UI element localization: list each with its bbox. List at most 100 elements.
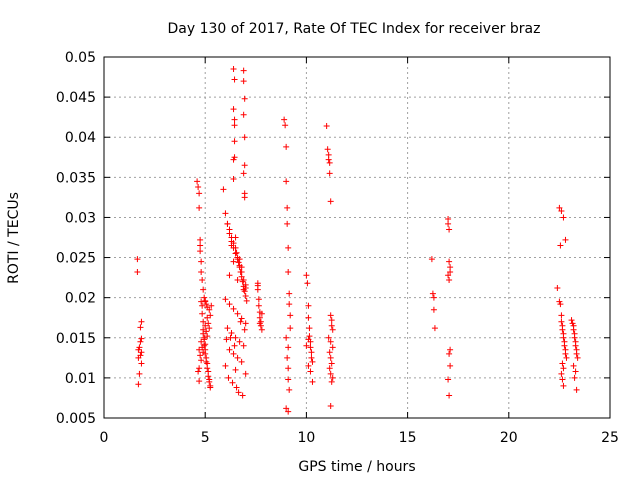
data-point: [238, 315, 245, 322]
data-point: [134, 256, 141, 263]
data-point: [557, 301, 564, 308]
data-point: [236, 256, 243, 263]
data-point: [447, 346, 454, 353]
data-point: [196, 346, 203, 353]
data-point: [326, 159, 333, 166]
data-point: [562, 350, 569, 357]
data-point: [554, 285, 561, 292]
data-point: [206, 378, 213, 385]
data-point: [200, 349, 207, 356]
data-point: [306, 333, 313, 340]
data-point: [224, 220, 231, 227]
data-point: [220, 186, 227, 193]
data-point: [200, 318, 207, 325]
data-point: [446, 277, 453, 284]
data-point: [303, 342, 310, 349]
data-point: [226, 272, 233, 279]
data-point: [197, 352, 204, 359]
data-point: [285, 408, 292, 415]
data-point: [283, 405, 290, 412]
data-point: [308, 349, 315, 356]
data-point: [447, 268, 454, 275]
data-point: [556, 204, 563, 211]
data-point: [136, 344, 143, 351]
data-point: [255, 302, 262, 309]
data-point: [239, 278, 246, 285]
data-point: [446, 226, 453, 233]
data-point: [134, 268, 141, 275]
data-point: [235, 259, 242, 266]
data-point: [201, 336, 208, 343]
data-point: [327, 354, 334, 361]
data-point: [323, 122, 330, 129]
data-point: [207, 312, 214, 319]
data-point: [196, 204, 203, 211]
data-point: [242, 320, 249, 327]
data-point: [232, 234, 239, 241]
data-point: [137, 324, 144, 331]
data-point: [202, 297, 209, 304]
data-point: [325, 156, 332, 163]
data-point: [231, 116, 238, 123]
data-point: [572, 342, 579, 349]
data-point: [568, 317, 575, 324]
data-point: [559, 360, 566, 367]
data-point: [570, 326, 577, 333]
data-point: [234, 277, 241, 284]
data-point: [328, 317, 335, 324]
x-tick-label: 25: [601, 430, 619, 446]
data-point: [203, 301, 210, 308]
data-point: [196, 190, 203, 197]
y-tick-label: 0.035: [56, 170, 96, 186]
data-point: [231, 138, 238, 145]
data-point: [224, 325, 231, 332]
data-point: [285, 365, 292, 372]
data-point: [204, 304, 211, 311]
data-point: [222, 362, 229, 369]
data-point: [138, 335, 145, 342]
grid-lines: [104, 57, 610, 418]
data-point: [285, 344, 292, 351]
data-point: [560, 334, 567, 341]
data-point: [135, 381, 142, 388]
data-point: [136, 370, 143, 377]
data-point: [197, 248, 204, 255]
data-point: [232, 366, 239, 373]
data-point: [137, 338, 144, 345]
data-point: [326, 170, 333, 177]
data-point: [287, 312, 294, 319]
data-point: [309, 358, 316, 365]
data-point: [308, 354, 315, 361]
data-point: [286, 290, 293, 297]
x-tick-label: 5: [201, 430, 210, 446]
data-point: [230, 175, 237, 182]
data-point: [571, 334, 578, 341]
data-point: [240, 78, 247, 85]
x-axis-label: GPS time / hours: [298, 459, 415, 475]
data-point: [203, 328, 210, 335]
data-point: [281, 116, 288, 123]
y-axis-label: ROTI / TECUs: [6, 192, 22, 284]
data-point: [204, 314, 211, 321]
data-point: [207, 384, 214, 391]
data-point: [233, 384, 240, 391]
data-point: [241, 326, 248, 333]
data-point: [283, 334, 290, 341]
data-point: [329, 326, 336, 333]
data-point: [328, 322, 335, 329]
data-point: [202, 341, 209, 348]
plot-frame: [103, 56, 611, 419]
data-point: [198, 338, 205, 345]
data-point: [200, 330, 207, 337]
data-point: [429, 290, 436, 297]
x-tick-label: 20: [500, 430, 518, 446]
data-point: [240, 67, 247, 74]
data-point: [238, 358, 245, 365]
data-point: [241, 162, 248, 169]
y-tick-label: 0.005: [56, 411, 96, 427]
data-point: [234, 310, 241, 317]
data-point: [236, 338, 243, 345]
data-point: [230, 156, 237, 163]
data-point: [307, 368, 314, 375]
x-tick-label: 10: [297, 430, 315, 446]
